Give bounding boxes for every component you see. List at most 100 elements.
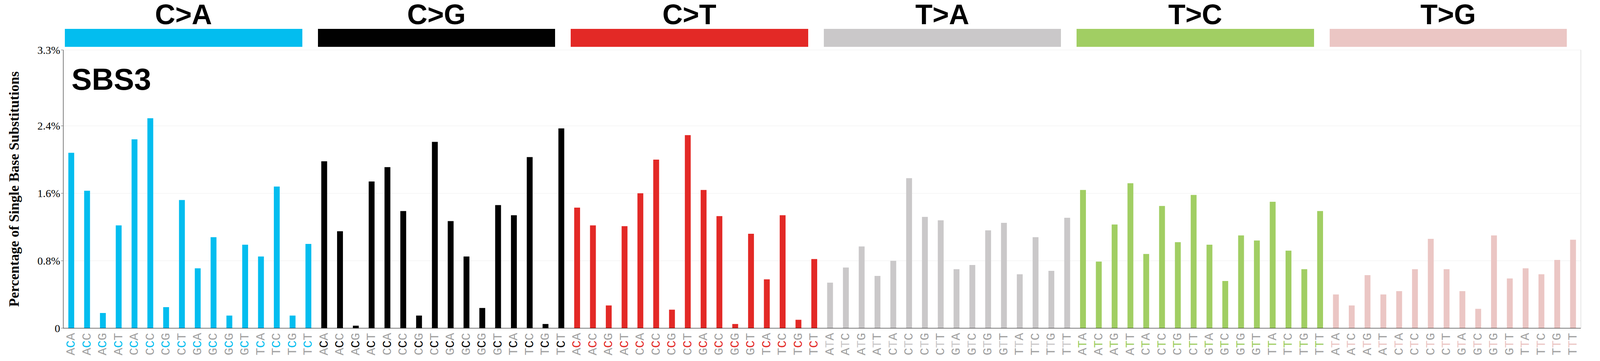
svg-text:CTT: CTT: [1186, 333, 1201, 356]
svg-text:ACG: ACG: [348, 333, 363, 356]
svg-text:GTG: GTG: [1233, 333, 1249, 356]
svg-text:TTA: TTA: [1265, 332, 1280, 356]
svg-text:TCC: TCC: [522, 333, 537, 356]
svg-text:ACA: ACA: [569, 332, 585, 356]
svg-text:CTA: CTA: [885, 332, 901, 356]
svg-text:TTA: TTA: [1012, 332, 1027, 356]
svg-text:GCA: GCA: [443, 332, 458, 356]
svg-text:ATT: ATT: [1376, 333, 1391, 356]
svg-text:GTT: GTT: [1502, 333, 1517, 356]
svg-text:ACA: ACA: [64, 332, 79, 356]
svg-text:ACG: ACG: [95, 333, 111, 356]
svg-text:GTA: GTA: [949, 332, 964, 356]
svg-text:ATA: ATA: [822, 332, 838, 356]
svg-text:2.4%: 2.4%: [37, 119, 61, 133]
svg-text:GCG: GCG: [221, 333, 237, 356]
svg-text:CCC: CCC: [142, 333, 158, 356]
svg-text:1.6%: 1.6%: [37, 187, 61, 200]
svg-text:ATC: ATC: [838, 333, 854, 356]
svg-text:CTA: CTA: [1391, 332, 1407, 356]
svg-text:TTT: TTT: [1059, 333, 1075, 356]
svg-text:CTC: CTC: [1154, 333, 1170, 356]
svg-text:GTC: GTC: [964, 333, 980, 356]
svg-text:CCG: CCG: [664, 333, 680, 356]
svg-text:TCG: TCG: [285, 333, 300, 356]
svg-text:GTT: GTT: [1249, 333, 1265, 356]
svg-text:ACC: ACC: [79, 333, 95, 356]
svg-text:CCG: CCG: [411, 333, 427, 356]
svg-text:CTT: CTT: [933, 333, 949, 356]
svg-text:ATA: ATA: [1328, 332, 1343, 356]
svg-text:CTA: CTA: [1139, 332, 1154, 356]
svg-text:TTG: TTG: [1296, 333, 1312, 356]
svg-text:CTC: CTC: [1407, 333, 1423, 356]
svg-text:TTT: TTT: [1312, 333, 1328, 356]
svg-text:CTC: CTC: [901, 333, 917, 356]
svg-text:GTT: GTT: [996, 333, 1011, 356]
svg-text:GCT: GCT: [490, 333, 506, 356]
svg-text:GCC: GCC: [458, 333, 474, 356]
svg-text:ATT: ATT: [1123, 333, 1138, 356]
svg-text:ACT: ACT: [364, 333, 379, 356]
svg-text:ATG: ATG: [1107, 333, 1122, 356]
svg-text:GCT: GCT: [237, 333, 253, 356]
svg-text:ATC: ATC: [1091, 333, 1106, 356]
svg-text:TCA: TCA: [253, 332, 268, 356]
svg-text:GCC: GCC: [206, 333, 221, 356]
svg-text:ACA: ACA: [316, 332, 332, 356]
svg-text:Percentage of Single Base Subs: Percentage of Single Base Substitutions: [6, 71, 22, 308]
svg-text:CCA: CCA: [127, 332, 142, 356]
svg-text:GTG: GTG: [1486, 333, 1502, 356]
svg-text:TCC: TCC: [775, 333, 790, 356]
svg-text:CCT: CCT: [427, 333, 443, 356]
svg-text:ACT: ACT: [111, 333, 126, 356]
svg-text:GCC: GCC: [712, 333, 727, 356]
svg-text:TTG: TTG: [1044, 333, 1059, 356]
svg-text:CCA: CCA: [380, 332, 395, 356]
svg-text:GTC: GTC: [1217, 333, 1233, 356]
svg-text:3.3%: 3.3%: [37, 44, 61, 57]
svg-text:TTG: TTG: [1550, 333, 1565, 356]
svg-text:GTG: GTG: [980, 333, 996, 356]
svg-text:TCT: TCT: [553, 333, 569, 356]
svg-text:TTT: TTT: [1565, 333, 1581, 356]
svg-text:TCA: TCA: [759, 332, 774, 356]
svg-text:TCT: TCT: [807, 333, 822, 356]
svg-text:CCT: CCT: [174, 333, 190, 356]
svg-text:GCA: GCA: [696, 332, 711, 356]
svg-text:CTG: CTG: [917, 333, 933, 356]
svg-text:TCC: TCC: [269, 333, 284, 356]
svg-text:TCG: TCG: [791, 333, 806, 356]
svg-text:GCA: GCA: [190, 332, 205, 356]
svg-text:TCG: TCG: [538, 333, 553, 356]
svg-text:GCT: GCT: [743, 333, 759, 356]
svg-text:ATT: ATT: [870, 333, 885, 356]
svg-text:ATA: ATA: [1075, 332, 1091, 356]
svg-text:GTA: GTA: [1455, 332, 1470, 356]
svg-text:TCA: TCA: [506, 332, 522, 356]
svg-text:GTC: GTC: [1470, 333, 1486, 356]
svg-text:CTG: CTG: [1423, 333, 1438, 356]
svg-text:GCG: GCG: [475, 333, 490, 356]
svg-text:ATG: ATG: [854, 333, 869, 356]
svg-text:CCT: CCT: [680, 333, 695, 356]
svg-text:ATG: ATG: [1360, 333, 1375, 356]
svg-text:ATC: ATC: [1344, 333, 1359, 356]
svg-text:0.8%: 0.8%: [37, 255, 61, 268]
svg-text:CCC: CCC: [396, 333, 411, 356]
svg-text:ACT: ACT: [617, 333, 632, 356]
svg-text:CTG: CTG: [1170, 333, 1186, 356]
svg-text:CCC: CCC: [648, 333, 664, 356]
svg-text:TTC: TTC: [1533, 333, 1549, 356]
svg-text:GCG: GCG: [727, 333, 743, 356]
svg-text:TTC: TTC: [1281, 333, 1296, 356]
svg-text:CCA: CCA: [633, 332, 648, 356]
svg-text:0: 0: [54, 322, 61, 335]
svg-text:CCG: CCG: [158, 333, 174, 356]
svg-text:TCT: TCT: [301, 333, 316, 356]
svg-text:GTA: GTA: [1201, 332, 1217, 356]
svg-text:ACG: ACG: [601, 333, 617, 356]
svg-text:TTC: TTC: [1028, 333, 1043, 356]
svg-text:TTA: TTA: [1518, 332, 1533, 356]
svg-text:CTT: CTT: [1439, 333, 1454, 356]
